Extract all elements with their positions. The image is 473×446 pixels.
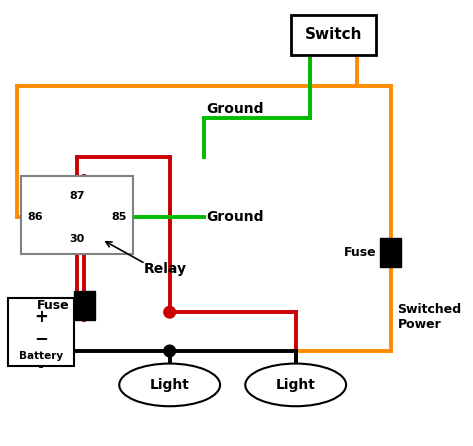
Ellipse shape — [245, 363, 346, 406]
Text: Battery: Battery — [18, 351, 63, 361]
Circle shape — [164, 306, 175, 318]
Text: 85: 85 — [112, 212, 127, 222]
FancyBboxPatch shape — [74, 291, 95, 320]
Text: Relay: Relay — [143, 261, 186, 276]
Text: Fuse: Fuse — [343, 246, 376, 259]
Text: Light: Light — [150, 378, 190, 392]
FancyBboxPatch shape — [291, 15, 376, 55]
Text: −: − — [34, 329, 48, 347]
Text: 87: 87 — [70, 191, 85, 201]
FancyBboxPatch shape — [8, 297, 74, 366]
Circle shape — [164, 345, 175, 357]
Text: Fuse: Fuse — [37, 299, 70, 312]
Text: 86: 86 — [27, 212, 43, 222]
Text: Switched
Power: Switched Power — [397, 303, 462, 331]
Ellipse shape — [119, 363, 220, 406]
Text: +: + — [34, 308, 48, 326]
FancyBboxPatch shape — [21, 177, 133, 254]
Text: Light: Light — [276, 378, 315, 392]
Text: Switch: Switch — [305, 27, 362, 42]
Text: 30: 30 — [70, 235, 85, 244]
FancyBboxPatch shape — [380, 238, 402, 267]
Text: Ground: Ground — [207, 102, 264, 116]
Text: Ground: Ground — [207, 210, 264, 224]
